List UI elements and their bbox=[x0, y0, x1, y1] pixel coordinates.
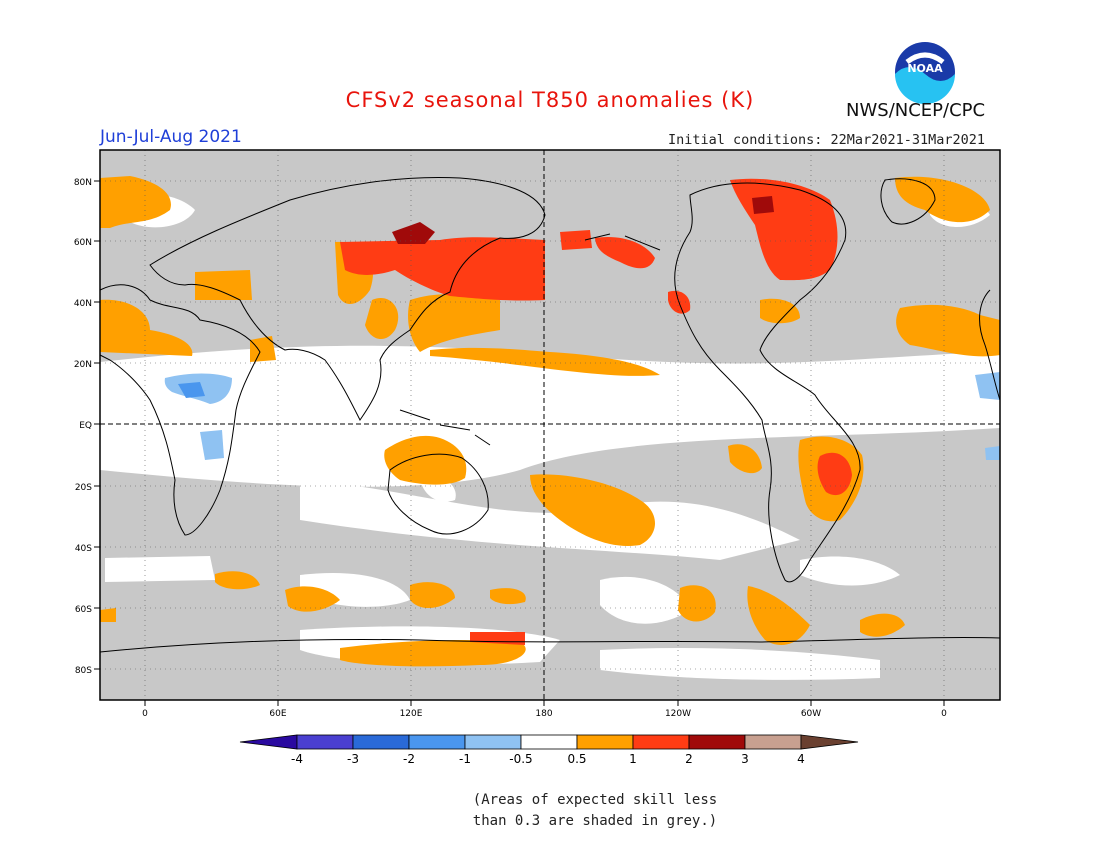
legend-label: 0.5 bbox=[567, 752, 586, 766]
noaa-logo-text: NOAA bbox=[907, 62, 943, 75]
legend-label: -3 bbox=[347, 752, 359, 766]
legend-arrow-high bbox=[800, 734, 859, 750]
legend-label: -2 bbox=[403, 752, 415, 766]
lon-label: 60E bbox=[269, 709, 286, 719]
lat-label: 80S bbox=[75, 666, 92, 676]
skill-note-line-2: than 0.3 are shaded in grey.) bbox=[472, 813, 718, 829]
legend-label: -4 bbox=[291, 752, 303, 766]
warm-anomaly-0.5-1 bbox=[100, 176, 1000, 667]
legend-swatch bbox=[296, 734, 354, 750]
color-legend: -4 -3 -2 -1 -0.5 0.5 1 2 3 4 bbox=[239, 734, 859, 766]
skill-note-line-1: (Areas of expected skill less bbox=[472, 792, 718, 808]
season-label: Jun-Jul-Aug 2021 bbox=[100, 127, 242, 147]
legend-label: 2 bbox=[685, 752, 693, 766]
map-title: CFSv2 seasonal T850 anomalies (K) bbox=[345, 88, 755, 112]
lat-label: 40N bbox=[74, 299, 92, 309]
legend-arrow-low bbox=[239, 734, 298, 750]
legend-label: 1 bbox=[629, 752, 637, 766]
lat-label: 60N bbox=[74, 238, 92, 248]
skill-note: (Areas of expected skill less than 0.3 a… bbox=[430, 790, 760, 832]
legend-label: 4 bbox=[797, 752, 805, 766]
legend-swatch bbox=[576, 734, 634, 750]
agency-label: NWS/NCEP/CPC bbox=[846, 100, 986, 121]
legend-swatch bbox=[408, 734, 466, 750]
lat-label: EQ bbox=[79, 421, 92, 431]
coastlines bbox=[99, 176, 1001, 653]
lon-label: 120E bbox=[400, 709, 423, 719]
legend-label: -1 bbox=[459, 752, 471, 766]
lat-label: 20S bbox=[75, 483, 92, 493]
lat-label: 40S bbox=[75, 544, 92, 554]
lon-label: 0 bbox=[142, 709, 148, 719]
lon-label: 180 bbox=[535, 709, 552, 719]
legend-swatch bbox=[464, 734, 522, 750]
lat-label: 60S bbox=[75, 605, 92, 615]
map-frame bbox=[99, 149, 1001, 701]
legend-swatch bbox=[520, 734, 578, 750]
warm-anomaly-2-3 bbox=[392, 196, 774, 244]
latitude-axis: 80N 60N 40N 20N EQ 20S 40S 60S 80S bbox=[74, 178, 100, 676]
legend-label: -0.5 bbox=[509, 752, 532, 766]
noaa-logo: NOAA bbox=[895, 42, 955, 104]
legend-label: 3 bbox=[741, 752, 749, 766]
legend-swatch bbox=[688, 734, 746, 750]
lat-label: 80N bbox=[74, 178, 92, 188]
initial-conditions-label: Initial conditions: 22Mar2021-31Mar2021 bbox=[668, 132, 985, 148]
longitude-axis: 0 60E 120E 180 120W 60W 0 bbox=[142, 700, 947, 719]
lat-label: 20N bbox=[74, 360, 92, 370]
lon-label: 60W bbox=[801, 709, 821, 719]
legend-swatch bbox=[744, 734, 802, 750]
graticule bbox=[100, 150, 1000, 700]
lon-label: 0 bbox=[941, 709, 947, 719]
legend-swatch bbox=[352, 734, 410, 750]
lon-label: 120W bbox=[665, 709, 691, 719]
legend-swatch bbox=[632, 734, 690, 750]
